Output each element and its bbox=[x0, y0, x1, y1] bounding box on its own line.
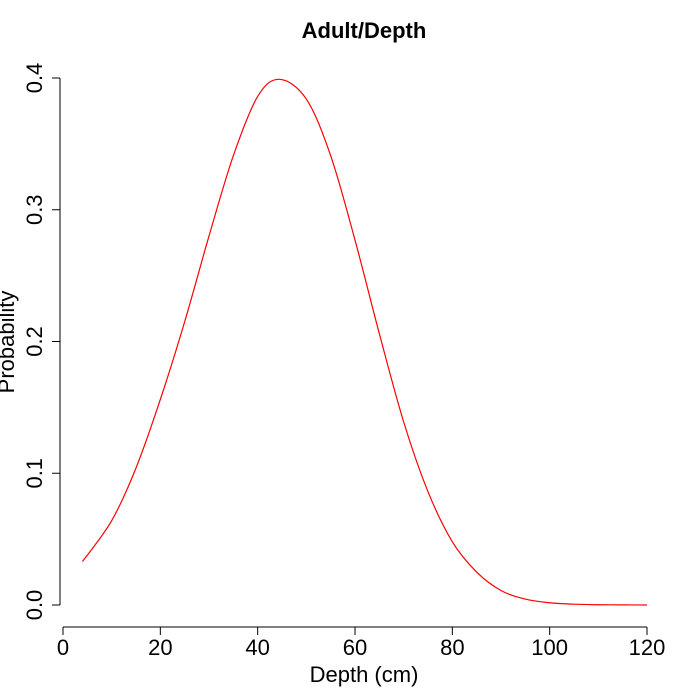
x-axis-ticks: 0 20 40 60 80 100 120 bbox=[57, 627, 665, 660]
y-tick-label: 0.1 bbox=[22, 458, 47, 489]
y-tick-label: 0.3 bbox=[22, 194, 47, 225]
series-line bbox=[81, 78, 648, 606]
x-tick-label: 60 bbox=[343, 635, 367, 660]
y-tick-label: 0.2 bbox=[22, 326, 47, 357]
y-axis-ticks: 0.0 0.1 0.2 0.3 0.4 bbox=[22, 63, 60, 621]
y-axis-label: Probability bbox=[0, 291, 19, 394]
chart-title: Adult/Depth bbox=[302, 18, 427, 43]
x-tick-label: 40 bbox=[245, 635, 269, 660]
x-tick-label: 80 bbox=[440, 635, 464, 660]
plot-area bbox=[81, 78, 648, 606]
x-axis-label: Depth (cm) bbox=[310, 662, 419, 687]
x-tick-label: 20 bbox=[148, 635, 172, 660]
x-tick-label: 100 bbox=[531, 635, 568, 660]
x-tick-label: 0 bbox=[57, 635, 69, 660]
y-tick-label: 0.4 bbox=[22, 63, 47, 94]
x-tick-label: 120 bbox=[629, 635, 666, 660]
y-tick-label: 0.0 bbox=[22, 590, 47, 621]
